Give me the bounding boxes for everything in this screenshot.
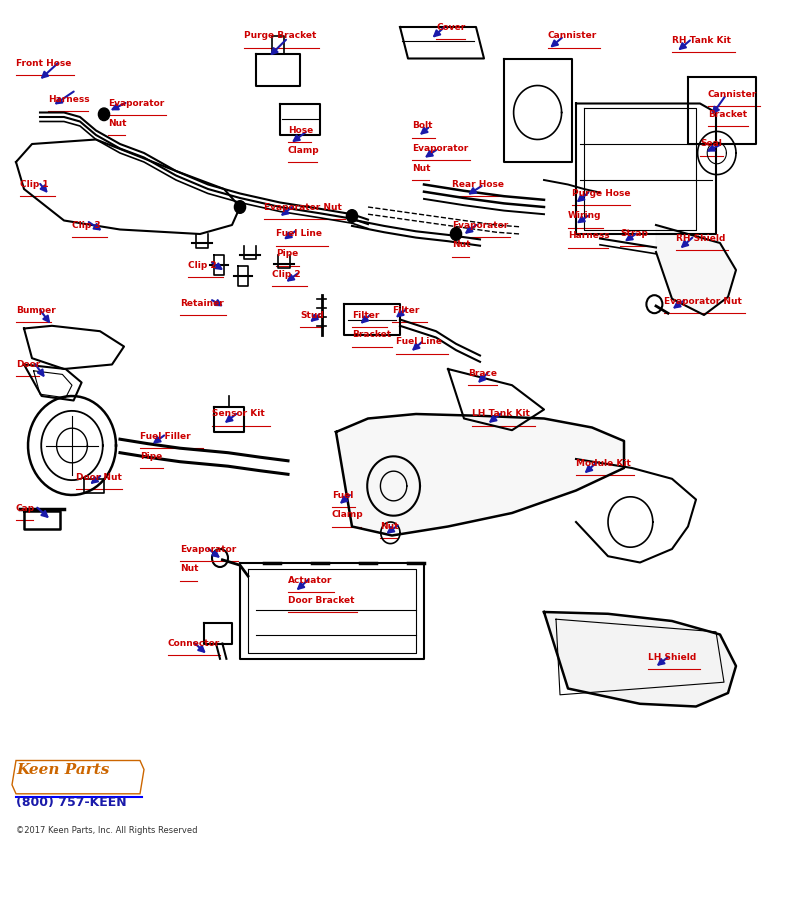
Text: (800) 757-KEEN: (800) 757-KEEN: [16, 796, 126, 809]
Text: Harness: Harness: [568, 231, 610, 240]
Text: Wiring: Wiring: [568, 212, 602, 220]
Text: Evaporator: Evaporator: [108, 99, 164, 108]
Polygon shape: [656, 225, 736, 315]
Text: Pipe: Pipe: [140, 452, 162, 461]
Text: Filter: Filter: [392, 306, 419, 315]
Text: RH Shield: RH Shield: [676, 234, 726, 243]
Text: Door Bracket: Door Bracket: [288, 596, 354, 605]
Text: Stud: Stud: [300, 310, 324, 320]
Text: Cap: Cap: [16, 504, 35, 513]
Text: Nut: Nut: [180, 564, 198, 573]
Text: Sensor Kit: Sensor Kit: [212, 410, 265, 418]
Text: Filter: Filter: [352, 310, 379, 320]
Text: Cannister: Cannister: [548, 32, 598, 40]
Text: Bolt: Bolt: [412, 122, 433, 130]
Text: Front Hose: Front Hose: [16, 58, 71, 68]
Text: Nut: Nut: [380, 522, 398, 531]
Text: Retainer: Retainer: [180, 299, 224, 308]
Text: Hose: Hose: [288, 126, 314, 135]
Text: Door: Door: [16, 360, 40, 369]
Text: Fuel Line: Fuel Line: [396, 338, 442, 346]
Text: Cannister: Cannister: [708, 90, 758, 99]
Text: Actuator: Actuator: [288, 576, 332, 585]
Text: LH Tank Kit: LH Tank Kit: [472, 410, 530, 418]
Text: Strap: Strap: [620, 230, 648, 238]
Text: Bracket: Bracket: [708, 110, 747, 119]
Circle shape: [234, 201, 246, 213]
Circle shape: [450, 228, 462, 240]
Text: Evaporator Nut: Evaporator Nut: [264, 202, 342, 211]
Polygon shape: [336, 414, 624, 536]
Circle shape: [98, 108, 110, 121]
Text: Evaporator: Evaporator: [180, 544, 236, 554]
Circle shape: [346, 210, 358, 222]
Text: Fuel: Fuel: [332, 491, 354, 500]
Text: Clip 1: Clip 1: [20, 180, 49, 189]
Text: Harness: Harness: [48, 94, 90, 104]
Text: Purge Hose: Purge Hose: [572, 189, 630, 198]
Text: Fuel Line: Fuel Line: [276, 230, 322, 238]
Text: Fuel Filler: Fuel Filler: [140, 432, 190, 441]
Text: Pipe: Pipe: [276, 249, 298, 258]
Text: Cover: Cover: [436, 22, 466, 32]
Text: Evaporator Nut: Evaporator Nut: [664, 297, 742, 306]
Text: Nut: Nut: [108, 119, 126, 128]
Text: Nut: Nut: [412, 164, 430, 173]
Text: Clamp: Clamp: [288, 146, 320, 155]
Text: Door Nut: Door Nut: [76, 472, 122, 482]
Text: Keen Parts: Keen Parts: [16, 763, 110, 777]
Text: Seal: Seal: [700, 140, 722, 148]
Text: RH Tank Kit: RH Tank Kit: [672, 36, 731, 45]
Text: ©2017 Keen Parts, Inc. All Rights Reserved: ©2017 Keen Parts, Inc. All Rights Reserv…: [16, 826, 198, 835]
Text: Bumper: Bumper: [16, 306, 56, 315]
Text: Purge Bracket: Purge Bracket: [244, 32, 316, 40]
Text: Rear Hose: Rear Hose: [452, 180, 504, 189]
Text: Clip 3: Clip 3: [72, 220, 101, 230]
Text: Module Kit: Module Kit: [576, 459, 631, 468]
Text: Nut: Nut: [452, 240, 470, 249]
Text: Evaporator: Evaporator: [452, 220, 508, 230]
Text: Evaporator: Evaporator: [412, 144, 468, 153]
Text: Clip 2: Clip 2: [188, 261, 217, 270]
Text: Bracket: Bracket: [352, 330, 391, 339]
Text: Clamp: Clamp: [332, 510, 364, 519]
Polygon shape: [544, 612, 736, 706]
Text: Brace: Brace: [468, 369, 497, 378]
Text: Clip 2: Clip 2: [272, 270, 301, 279]
Text: Connector: Connector: [168, 639, 220, 648]
Text: LH Shield: LH Shield: [648, 652, 696, 662]
